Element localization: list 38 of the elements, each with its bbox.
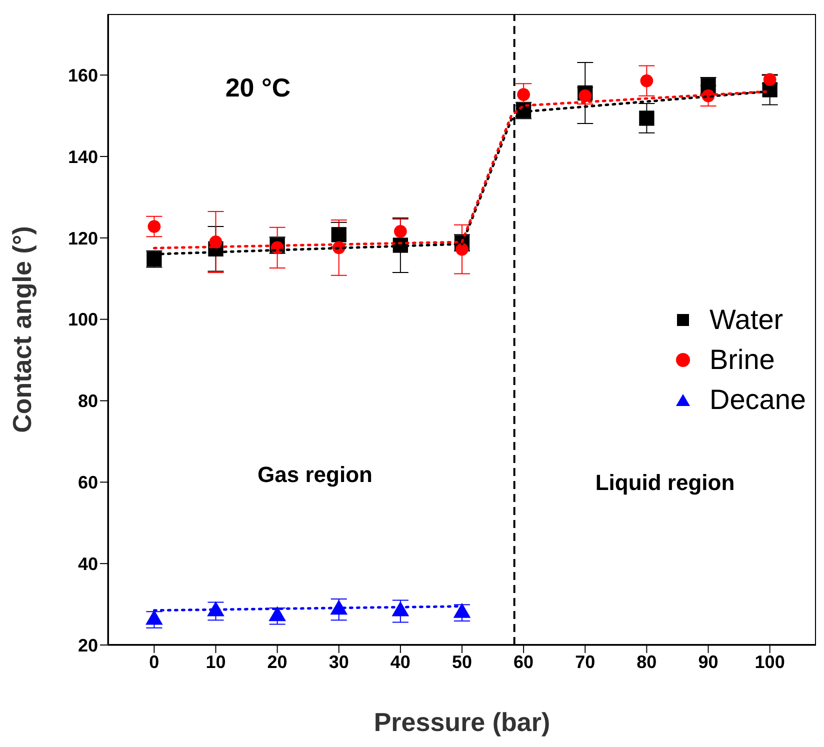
x-tick-label: 30	[328, 652, 349, 672]
y-tick-label: 140	[68, 146, 98, 167]
x-tick-label: 100	[754, 652, 785, 672]
point	[453, 602, 471, 618]
x-tick-label: 40	[390, 652, 410, 672]
y-tick-label: 20	[78, 635, 98, 656]
y-tick-label: 80	[78, 391, 98, 412]
annotation: Liquid region	[595, 470, 735, 496]
y-tick-label: 160	[68, 65, 98, 86]
point	[456, 242, 468, 256]
x-tick-label: 10	[206, 652, 226, 672]
x-tick-label: 20	[267, 652, 288, 672]
point	[517, 88, 530, 102]
point	[639, 110, 654, 126]
point	[146, 610, 163, 625]
x-tick-label: 90	[698, 652, 718, 672]
x-axis-title: Pressure (bar)	[374, 707, 550, 737]
x-tick-label: 60	[514, 652, 534, 672]
annotation: 20 °C	[225, 72, 291, 104]
point	[148, 220, 161, 233]
y-tick-label: 40	[78, 554, 98, 574]
point	[268, 606, 286, 622]
x-tick-label: 70	[575, 652, 596, 672]
point	[331, 227, 346, 242]
legend-label: Brine	[709, 344, 775, 376]
x-tick-label: 0	[149, 652, 160, 672]
y-axis-title: Contact angle (°)	[7, 226, 38, 433]
legend-label: Water	[709, 304, 784, 336]
point	[209, 236, 222, 248]
x-tick-label: 80	[636, 652, 657, 672]
legend-label: Decane	[709, 384, 806, 416]
point	[640, 74, 654, 88]
point	[394, 224, 407, 238]
y-tick-label: 100	[68, 310, 98, 330]
x-tick-label: 50	[452, 652, 472, 672]
y-tick-label: 60	[78, 472, 98, 493]
annotation: Gas region	[258, 462, 372, 488]
y-tick-label: 120	[68, 228, 98, 248]
